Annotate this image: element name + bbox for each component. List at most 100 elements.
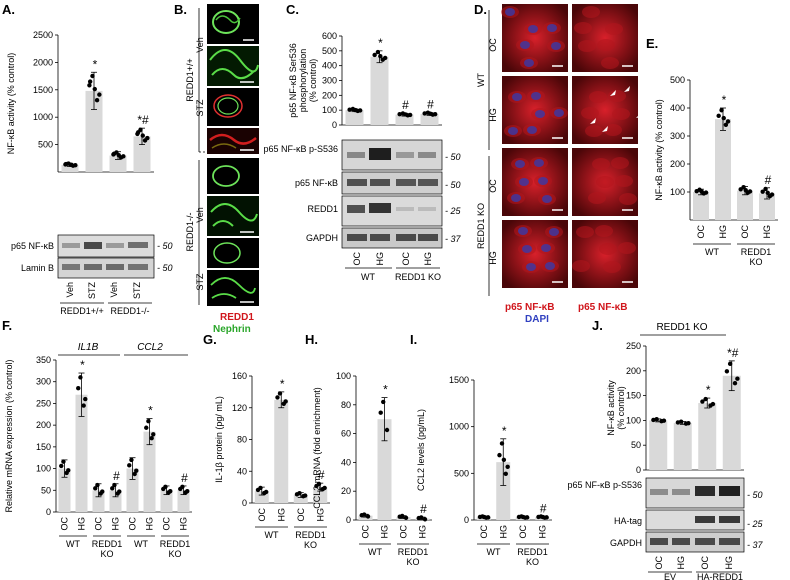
panel-j-chart: 0 50 100 150 200 250 NF-κB activity (% control)… [606,341,744,475]
data-point [732,381,738,386]
y-tick-label: 400 [670,103,685,113]
data-point [146,419,151,424]
cell [574,22,592,34]
x-tick-label: HG [77,517,87,531]
data-point [357,108,363,113]
bar [395,114,414,125]
x-tick-label: OC [518,524,528,538]
data-point [499,441,505,446]
group-label: KO [526,557,539,567]
bar [420,113,439,125]
cell [572,260,590,272]
panel-label-a: A. [2,2,15,17]
bar [254,491,269,503]
bar [109,490,122,512]
genotype-label: REDD1+/+ [185,58,195,102]
y-tick-label: 200 [670,159,685,169]
legend-redd1: REDD1 [220,312,254,323]
y-tick-label: 0 [332,120,337,130]
mw-marker: - 37 [747,540,764,550]
y-tick-label: 2000 [33,57,53,67]
y-tick-label: 300 [36,377,51,387]
data-point [422,517,428,522]
cell [597,39,615,51]
group-label: REDD1 [295,530,326,540]
y-axis-label: NF-κB activity (% control) [6,53,16,155]
data-point [400,513,405,519]
nucleus [527,126,537,134]
group-label: REDD1 [160,539,191,549]
nucleus [534,159,544,167]
data-point [703,396,708,402]
x-tick-label: OC [740,224,750,238]
data-point [134,468,139,473]
y-axis-label: (% control) [616,386,626,430]
cell [588,192,606,204]
group-label: KO [406,557,419,567]
data-point [59,463,64,469]
y-tick-label: 250 [36,398,51,408]
data-point [316,481,322,487]
y-axis-label: (% control) [308,59,318,103]
data-point [375,49,381,55]
nucleus [522,245,532,253]
x-tick-label: HG [276,508,286,522]
bar [345,110,364,125]
x-tick-label: HG [537,525,547,539]
bar [313,487,328,503]
bar [649,420,668,470]
legend-p65: p65 NF-κB [505,302,554,313]
y-tick-label: 500 [454,468,469,478]
significance-marker: * [722,93,727,107]
micrograph [572,76,638,144]
cell [601,57,619,69]
data-point [382,55,388,61]
x-tick-label: OC [257,507,267,521]
bar [58,468,71,512]
nucleus [549,228,559,236]
data-point [719,108,724,113]
y-axis-label: phosphorylation [298,49,308,113]
bar [85,90,103,172]
y-tick-label: 500 [38,140,53,150]
x-tick-label: HG [380,525,390,539]
data-point [87,83,92,88]
lane-label: HG [676,556,686,570]
x-tick-label: HG [498,525,508,539]
data-point [117,489,122,494]
panel-label-d: D. [474,2,487,17]
group-label: WT [705,247,719,257]
group-label: WT [265,530,279,540]
data-point [700,399,705,404]
x-tick-label: HG [718,225,728,239]
mw-marker: - 50 [157,241,173,251]
data-point [112,482,117,488]
data-point [384,427,390,433]
data-point [544,515,549,520]
cell [612,108,630,120]
y-tick-label: 100 [626,415,641,425]
y-tick-label: 400 [322,61,337,71]
x-tick-label: OC [60,516,70,530]
y-tick-label: 0 [46,507,51,517]
data-point [78,375,83,380]
blot-label: p65 NF-κB [295,178,338,188]
data-point [724,369,730,374]
bar [61,164,79,172]
data-point [747,189,753,194]
blot-label: REDD1 [307,204,338,214]
data-point [258,485,263,491]
legend-p65-right: p65 NF-κB [578,302,627,313]
cell [603,261,621,273]
significance-marker: # [113,469,120,483]
bar [109,155,127,172]
y-tick-label: 160 [232,371,247,381]
data-point [497,452,502,458]
data-point [111,151,117,156]
data-point [140,133,145,138]
x-tick-label: HG [179,517,189,531]
arrowhead [602,126,608,132]
data-point [710,401,716,407]
data-point [735,376,740,381]
cell [619,193,637,205]
